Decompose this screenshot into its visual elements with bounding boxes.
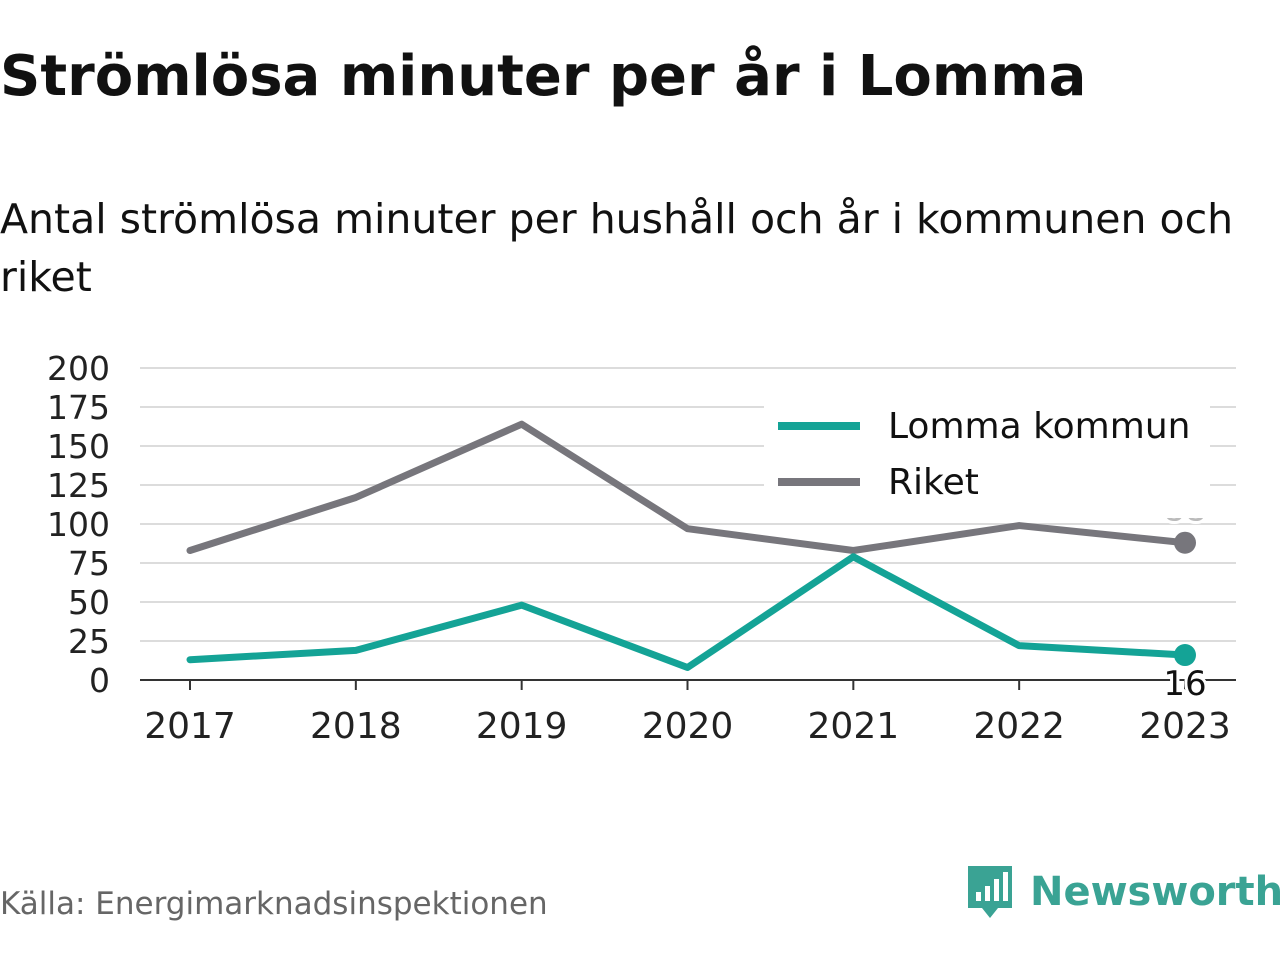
brand-logo: Newsworthy xyxy=(964,862,1280,922)
y-tick-label: 150 xyxy=(47,427,110,466)
y-tick-label: 200 xyxy=(47,349,110,388)
series-line-riket xyxy=(186,420,1189,555)
legend-label: Riket xyxy=(888,462,979,503)
source-note: Källa: Energimarknadsinspektionen xyxy=(0,886,548,922)
y-tick-label: 75 xyxy=(68,544,110,583)
end-value-label: 16 xyxy=(1163,664,1206,704)
y-tick-label: 0 xyxy=(89,661,110,700)
legend-label: Lomma kommun xyxy=(888,406,1190,447)
end-point-riket xyxy=(1174,531,1196,554)
y-tick-label: 100 xyxy=(47,505,110,544)
newsworthy-logo-icon xyxy=(968,866,1012,918)
brand-name: Newsworthy xyxy=(1030,869,1280,915)
series-line-lomma xyxy=(186,553,1189,672)
chart-title: Strömlösa minuter per år i Lomma xyxy=(0,44,1087,109)
y-tick-label: 175 xyxy=(47,388,110,427)
x-tick-label: 2019 xyxy=(476,706,568,747)
x-tick-label: 2017 xyxy=(144,706,236,747)
x-axis: 2017 2018 2019 2020 2021 2022 2023 xyxy=(144,680,1231,747)
end-point-lomma xyxy=(1174,644,1196,667)
legend: Lomma kommun Riket xyxy=(764,404,1210,518)
y-tick-label: 25 xyxy=(68,622,110,661)
y-tick-label: 50 xyxy=(68,583,110,622)
x-tick-label: 2022 xyxy=(973,706,1065,747)
gridlines xyxy=(140,367,1236,642)
x-tick-label: 2023 xyxy=(1139,706,1231,747)
x-tick-label: 2020 xyxy=(642,706,734,747)
x-tick-label: 2021 xyxy=(808,706,900,747)
x-tick-label: 2018 xyxy=(310,706,402,747)
chart-subtitle: Antal strömlösa minuter per hushåll och … xyxy=(0,195,1234,301)
y-tick-label: 125 xyxy=(47,466,110,505)
